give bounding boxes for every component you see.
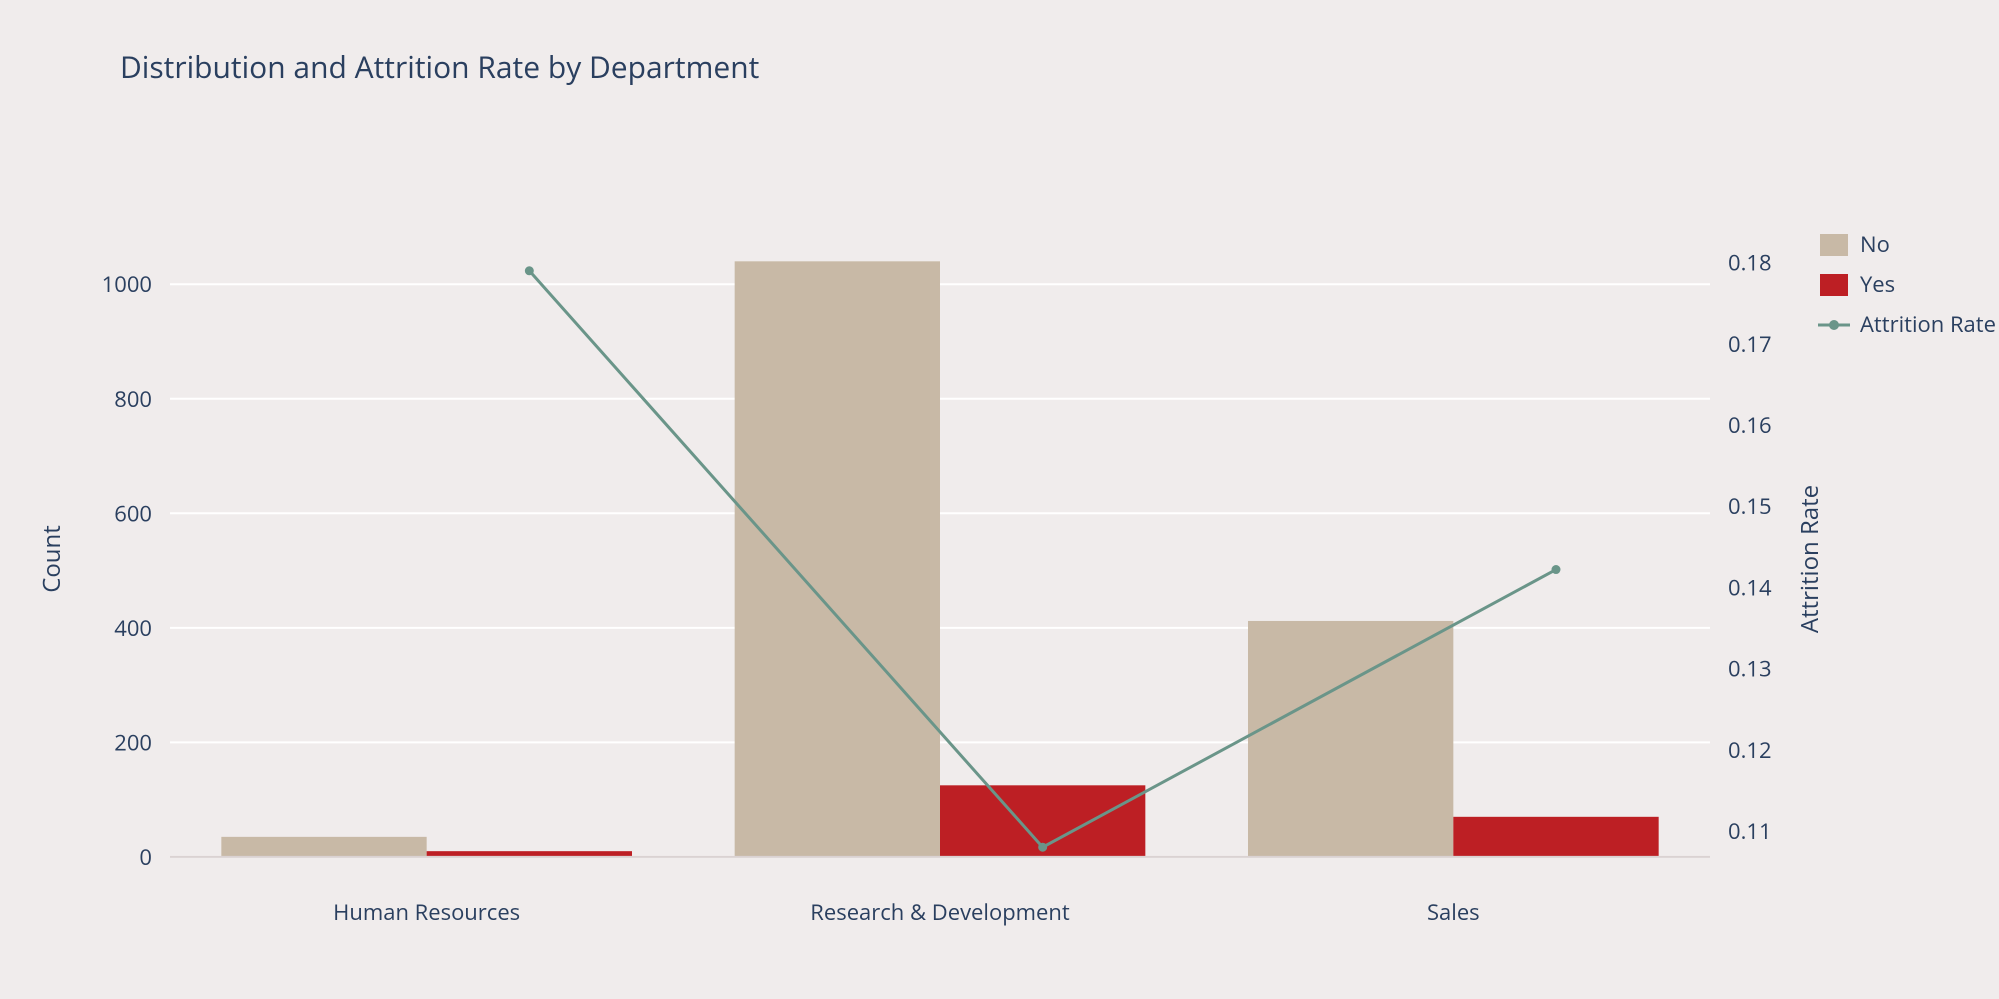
attrition-rate-marker-1[interactable] — [1039, 843, 1047, 851]
y-left-axis-title: Count — [35, 525, 68, 593]
attrition-rate-marker-0[interactable] — [525, 267, 533, 275]
y-left-tick-label: 1000 — [102, 269, 152, 299]
y-right-tick-label: 0.16 — [1728, 410, 1772, 440]
attrition-rate-marker-2[interactable] — [1552, 566, 1560, 574]
legend-swatch — [1820, 274, 1848, 296]
y-right-tick-label: 0.15 — [1728, 491, 1772, 521]
legend-label: Attrition Rate — [1860, 309, 1996, 339]
bar-no-0[interactable] — [221, 837, 426, 857]
legend-label: Yes — [1860, 269, 1895, 299]
x-tick-label-0: Human Resources — [333, 897, 520, 927]
chart-container: Distribution and Attrition Rate by Depar… — [0, 0, 1999, 999]
legend-marker — [1829, 320, 1839, 330]
y-right-tick-label: 0.11 — [1728, 816, 1772, 846]
y-left-tick-label: 800 — [114, 384, 152, 414]
y-right-tick-label: 0.18 — [1728, 248, 1772, 278]
y-right-tick-label: 0.14 — [1728, 572, 1772, 602]
y-left-tick-label: 200 — [114, 727, 152, 757]
y-left-tick-label: 600 — [114, 498, 152, 528]
bar-yes-2[interactable] — [1453, 817, 1658, 857]
legend-label: No — [1860, 229, 1890, 259]
chart-svg: Distribution and Attrition Rate by Depar… — [0, 0, 1999, 999]
chart-title: Distribution and Attrition Rate by Depar… — [120, 46, 759, 87]
bar-no-1[interactable] — [735, 261, 940, 857]
y-left-tick-label: 400 — [114, 613, 152, 643]
y-right-tick-label: 0.12 — [1728, 735, 1772, 765]
bar-no-2[interactable] — [1248, 621, 1453, 857]
y-right-tick-label: 0.17 — [1728, 329, 1772, 359]
y-left-tick-label: 0 — [139, 842, 152, 872]
x-tick-label-2: Sales — [1427, 897, 1480, 927]
y-right-axis-title: Attrition Rate — [1793, 485, 1826, 633]
x-tick-label-1: Research & Development — [810, 897, 1070, 927]
y-right-tick-label: 0.13 — [1728, 654, 1772, 684]
legend-swatch — [1820, 234, 1848, 256]
